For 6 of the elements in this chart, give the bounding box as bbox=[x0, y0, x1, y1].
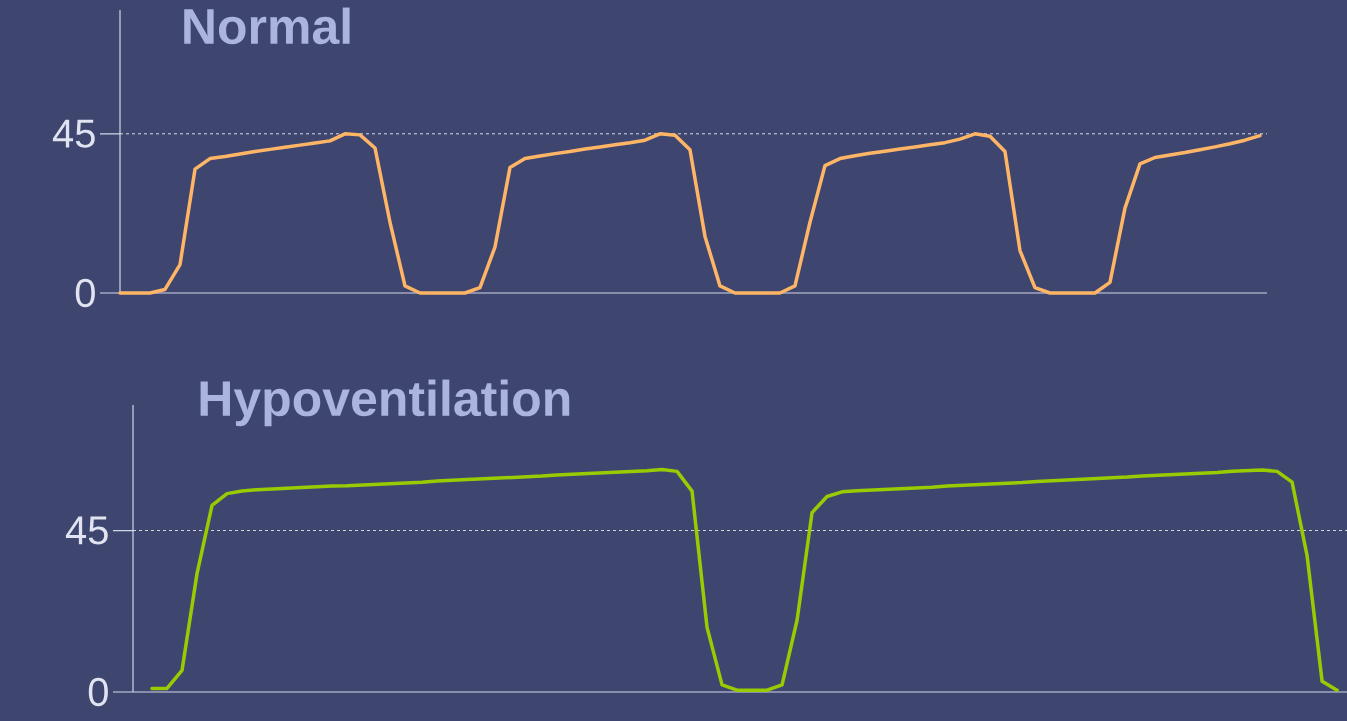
y-tick-label: 0 bbox=[88, 677, 108, 707]
y-tick-label: 45 bbox=[65, 516, 108, 545]
y-tick-label: 0 bbox=[75, 278, 95, 308]
chart-title: Hypoventilation bbox=[200, 379, 570, 427]
chart-title: Normal bbox=[184, 7, 350, 45]
y-tick-label: 45 bbox=[52, 119, 95, 148]
